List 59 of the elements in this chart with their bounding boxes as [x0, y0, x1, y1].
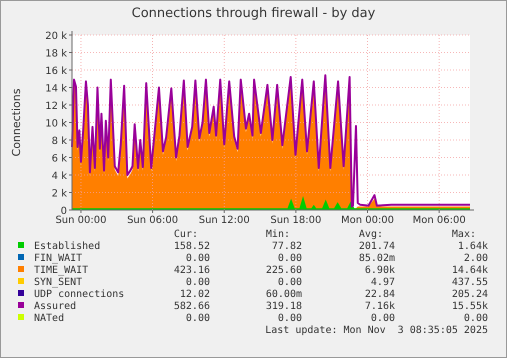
legend-label: NATed: [34, 313, 64, 324]
text: Min:: [266, 229, 290, 240]
text: 2.00: [464, 253, 488, 264]
text: 0.00: [278, 277, 302, 288]
y-tick-label: 14 k: [45, 84, 68, 94]
text: 319.18: [266, 301, 302, 312]
y-tick-label: 18 k: [45, 48, 68, 60]
x-tick-label: Sun 00:00: [55, 215, 106, 226]
y-tick-label: 10 k: [45, 118, 68, 130]
text: 158.52: [174, 241, 210, 252]
x-tick-label: Sun 18:00: [270, 215, 322, 226]
text: Max:: [452, 229, 476, 240]
x-tick-label: Mon 00:00: [340, 215, 394, 226]
legend-label: TIME_WAIT: [34, 265, 88, 276]
y-tick-label: 20 k: [45, 31, 68, 42]
legend-label: SYN_SENT: [34, 277, 82, 288]
text: Avg:: [358, 229, 383, 240]
text: 201.74: [358, 241, 395, 252]
x-tick-label: Sun 06:00: [127, 215, 178, 226]
y-tick-label: 0: [60, 206, 67, 217]
text: 15.55k: [452, 301, 488, 312]
y-tick-label: 4 k: [52, 171, 68, 182]
y-tick-label: 6 k: [52, 154, 68, 164]
text: Last update: Mon Nov 3 08:35:05 2025: [265, 325, 488, 336]
chart-title: Connections through firewall - by day: [132, 6, 376, 21]
text: 225.60: [266, 265, 302, 276]
text: 0.00: [464, 313, 488, 324]
text: 6.90k: [364, 265, 395, 276]
text: 437.55: [452, 277, 488, 288]
text: 0.00: [370, 313, 395, 324]
text: 205.24: [452, 289, 488, 300]
text: 85.02m: [358, 253, 395, 264]
y-tick-label: 2 k: [52, 188, 68, 200]
text: 12.02: [180, 289, 210, 300]
text: 22.84: [364, 289, 395, 300]
text: 0.00: [186, 277, 210, 288]
legend-label: Assured: [34, 301, 76, 312]
text: 7.16k: [364, 301, 395, 312]
y-tick-label: 12 k: [45, 101, 68, 112]
text: 582.66: [174, 301, 210, 312]
text: 14.64k: [452, 265, 488, 276]
text: 1.64k: [458, 241, 488, 252]
text: 4.97: [370, 277, 395, 288]
text: Cur:: [174, 229, 198, 240]
text: 0.00: [186, 253, 210, 264]
y-axis-title: Connections: [10, 88, 23, 156]
text: 423.16: [174, 265, 210, 276]
text: 60.00m: [266, 289, 302, 300]
text: 0.00: [278, 313, 302, 324]
text: 0.00: [278, 253, 302, 264]
text: 77.82: [272, 241, 302, 252]
legend-label: UDP connections: [34, 289, 124, 300]
x-tick-label: Sun 12:00: [198, 215, 250, 226]
y-tick-label: 8 k: [52, 136, 68, 147]
text: 0.00: [186, 313, 210, 324]
legend-label: Established: [34, 241, 100, 252]
legend-label: FIN_WAIT: [34, 253, 82, 264]
x-tick-label: Mon 06:00: [412, 215, 466, 226]
y-tick-label: 16 k: [45, 66, 68, 77]
